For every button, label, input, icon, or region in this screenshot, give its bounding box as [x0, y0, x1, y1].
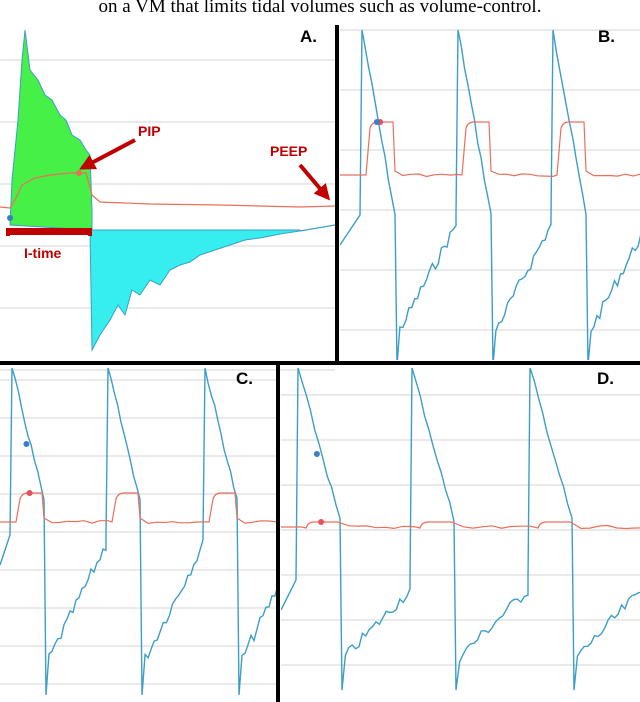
panel-waveform — [281, 367, 640, 691]
panel-label: C. — [236, 369, 253, 388]
itime-bracket — [6, 228, 92, 236]
itime-label: I-time — [24, 245, 62, 261]
pressure-curve — [0, 492, 276, 525]
pip-label: PIP — [138, 123, 161, 139]
marker — [23, 441, 30, 447]
panel-label: D. — [597, 369, 614, 388]
marker — [373, 119, 380, 125]
peep-label: PEEP — [270, 143, 307, 159]
pip-arrow — [79, 138, 136, 170]
marker — [318, 519, 325, 525]
pressure-curve — [340, 121, 640, 178]
panel-waveform — [0, 367, 276, 696]
panel-waveform — [340, 29, 640, 360]
waveforms — [0, 29, 640, 696]
flow-curve — [281, 367, 640, 691]
panel-label: B. — [598, 27, 615, 46]
marker — [26, 490, 33, 496]
marker — [313, 451, 320, 457]
flow-curve — [0, 367, 276, 696]
caption: on a VM that limits tidal volumes such a… — [99, 0, 542, 17]
flow-curve — [340, 29, 640, 360]
peep-arrow — [298, 163, 331, 201]
grid — [0, 29, 640, 685]
pressure-curve — [281, 521, 640, 530]
panel-label: A. — [300, 27, 317, 46]
panel-a-waveform — [0, 29, 335, 352]
